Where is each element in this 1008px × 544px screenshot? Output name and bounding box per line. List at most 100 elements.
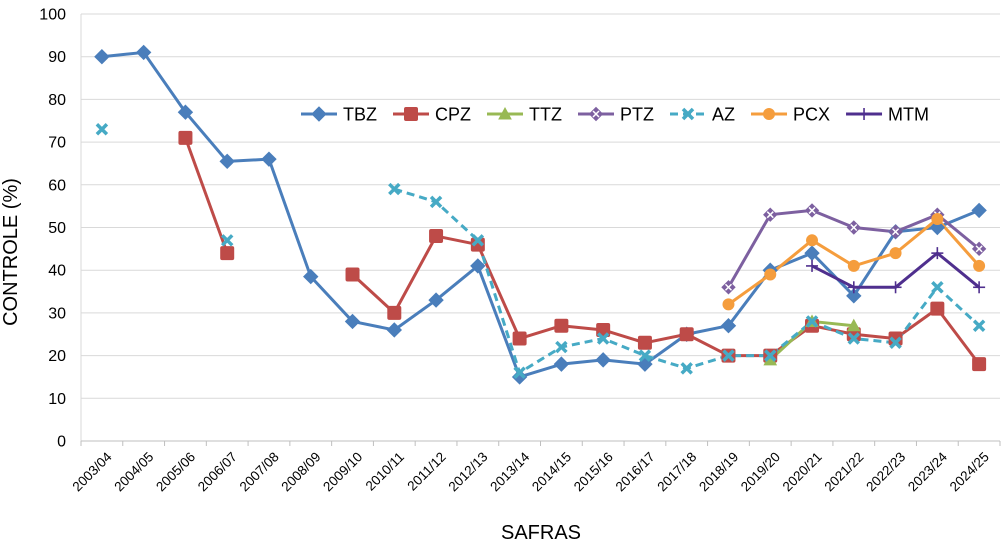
data-point-mtm: [973, 281, 986, 294]
data-point-tbz: [303, 268, 319, 285]
legend-item-mtm: MTM: [846, 105, 929, 125]
data-point-az: [764, 349, 777, 362]
x-tick-label: 2018/19: [696, 449, 741, 494]
series-line-tbz: [101, 50, 980, 379]
series-markers: [94, 44, 987, 385]
series-line-cpz: [351, 234, 981, 366]
data-point-tbz: [971, 202, 987, 219]
data-point-ttz: [846, 318, 861, 332]
x-tick-label: 2006/07: [195, 449, 240, 494]
y-tick-label: 20: [48, 348, 66, 365]
axes: 0 10 20 30 40 50 60 70 80 90 100 2003/042004/052005…: [39, 7, 1001, 494]
y-tick-label: 70: [48, 135, 66, 152]
data-point-az: [388, 182, 401, 196]
legend-marker: [498, 106, 512, 120]
x-tick-label: 2021/22: [821, 449, 866, 494]
x-tick-label: 2007/08: [237, 449, 282, 494]
data-point-mtm: [806, 259, 819, 272]
legend-label: TTZ: [529, 105, 562, 125]
y-tick-label: 60: [48, 177, 66, 194]
data-point-mtm: [931, 247, 944, 260]
data-point-az: [95, 123, 109, 136]
data-point-az: [680, 362, 693, 375]
data-point-cpz: [429, 229, 444, 244]
data-point-pcx: [931, 212, 944, 225]
data-point-pcx: [722, 298, 735, 311]
x-tick-label: 2008/09: [278, 449, 323, 494]
x-tick-label: 2014/15: [529, 449, 574, 494]
x-tick-label: 2024/25: [947, 449, 992, 494]
x-tick-label: 2023/24: [905, 449, 950, 494]
legend-label: PCX: [793, 105, 830, 125]
data-point-tbz: [553, 356, 570, 372]
x-tick-label: 2010/11: [363, 449, 407, 493]
data-point-az: [596, 332, 610, 345]
data-point-tbz: [261, 151, 277, 167]
data-point-ptz: [971, 241, 987, 257]
x-tick-label: 2012/13: [446, 449, 491, 494]
y-tick-label: 50: [48, 220, 66, 237]
data-point-tbz: [511, 369, 528, 385]
data-point-tbz: [177, 104, 194, 120]
data-point-pcx: [806, 234, 819, 247]
data-point-cpz: [930, 301, 945, 316]
data-point-cpz: [554, 318, 569, 333]
data-point-mtm: [847, 281, 860, 294]
legend-marker: [858, 108, 871, 120]
data-point-tbz: [135, 44, 152, 61]
data-point-az: [429, 195, 443, 209]
data-point-tbz: [929, 219, 946, 236]
x-tick-label: 2003/04: [70, 449, 115, 494]
data-point-cpz: [345, 267, 360, 282]
y-tick-label: 90: [48, 49, 66, 66]
x-tick-label: 2015/16: [571, 449, 616, 494]
gridlines: [81, 13, 1000, 399]
x-tick-label: 2019/20: [738, 449, 783, 494]
data-point-az: [220, 234, 234, 247]
data-point-az: [555, 340, 568, 354]
legend-item-az: AZ: [670, 105, 735, 125]
y-tick-label: 10: [48, 391, 66, 408]
x-tick-label: 2022/23: [863, 449, 908, 494]
data-point-cpz: [220, 246, 235, 261]
x-tick-label: 2016/17: [613, 449, 658, 494]
x-tick-label: 2017/18: [654, 449, 699, 494]
legend: TBZ CPZ TTZ PTZ AZ PCX MTM: [301, 105, 929, 125]
x-tick-label: 2005/06: [153, 449, 198, 494]
data-point-az: [931, 281, 944, 294]
legend-marker: [588, 106, 604, 122]
legend-marker: [311, 106, 327, 122]
series-line-cpz: [184, 137, 229, 254]
data-point-az: [847, 332, 861, 345]
data-point-pcx: [847, 259, 860, 272]
data-point-pcx: [764, 268, 777, 281]
data-point-mtm: [889, 281, 902, 294]
data-point-tbz: [846, 288, 862, 304]
data-point-tbz: [219, 153, 235, 170]
y-axis-title: CONTROLE (%): [0, 178, 22, 326]
legend-item-ttz: TTZ: [487, 105, 562, 125]
legend-item-tbz: TBZ: [301, 105, 377, 125]
legend-label: PTZ: [620, 105, 654, 125]
y-tick-label: 0: [57, 434, 66, 451]
data-point-ptz: [721, 280, 736, 295]
data-point-cpz: [972, 357, 987, 372]
data-point-cpz: [512, 331, 527, 346]
legend-marker: [763, 108, 776, 120]
x-tick-label: 2020/21: [780, 449, 825, 494]
data-point-az: [513, 366, 526, 379]
y-tick-label: 30: [48, 305, 66, 322]
data-point-tbz: [428, 292, 444, 308]
data-point-tbz: [94, 48, 110, 65]
data-point-ptz: [888, 224, 903, 239]
legend-label: CPZ: [435, 105, 471, 125]
data-point-az: [471, 234, 485, 247]
x-tick-label: 2004/05: [111, 449, 156, 494]
data-point-az: [972, 319, 986, 332]
data-point-cpz: [387, 305, 402, 320]
x-tick-label: 2011/12: [404, 449, 448, 493]
legend-marker: [681, 107, 695, 121]
data-point-ptz: [804, 203, 820, 218]
data-point-tbz: [720, 318, 737, 334]
